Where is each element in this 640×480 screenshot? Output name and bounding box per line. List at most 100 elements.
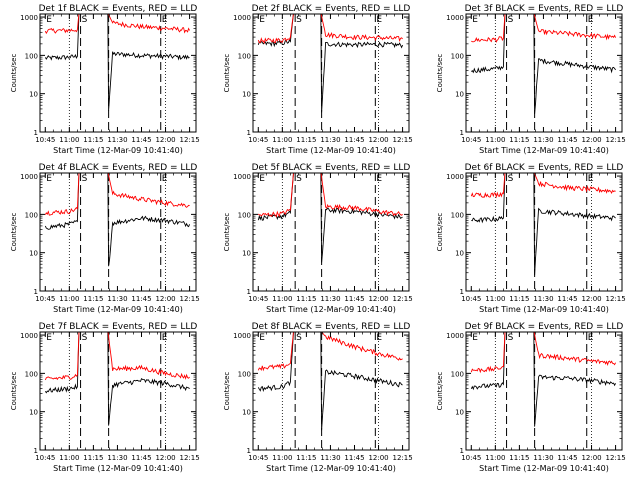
lld-series-line bbox=[44, 173, 190, 216]
plot-frame bbox=[39, 331, 197, 451]
x-tick-label: 12:15 bbox=[179, 136, 199, 144]
x-tick-label: 12:15 bbox=[179, 454, 199, 462]
events-series-line bbox=[470, 14, 616, 115]
y-tick-label: 1 bbox=[247, 447, 251, 455]
x-tick-label: 12:15 bbox=[605, 454, 625, 462]
y-tick-label: 1000 bbox=[233, 332, 251, 340]
plot-frame bbox=[252, 172, 410, 292]
y-axis-label: Counts/sec bbox=[10, 213, 18, 252]
x-tick-label: 11:45 bbox=[557, 454, 577, 462]
x-tick-label: 11:00 bbox=[59, 136, 79, 144]
y-tick-label: 100 bbox=[238, 211, 251, 219]
x-tick-label: 11:00 bbox=[272, 295, 292, 303]
x-axis-label: Start Time (12-Mar-09 10:41:40) bbox=[479, 146, 609, 155]
x-tick-label: 10:45 bbox=[35, 136, 55, 144]
x-tick-label: 11:30 bbox=[107, 295, 127, 303]
x-tick-label: 10:45 bbox=[35, 454, 55, 462]
chart-title: Det 8f BLACK = Events, RED = LLD bbox=[252, 322, 411, 332]
event-marker-label: E bbox=[588, 333, 594, 343]
y-tick-label: 1 bbox=[460, 447, 464, 455]
y-axis-label: Counts/sec bbox=[10, 54, 18, 93]
y-axis-label: Counts/sec bbox=[223, 54, 231, 93]
chart-title: Det 1f BLACK = Events, RED = LLD bbox=[39, 4, 198, 14]
y-tick-label: 1 bbox=[247, 129, 251, 137]
x-tick-label: 11:30 bbox=[107, 454, 127, 462]
x-tick-label: 11:15 bbox=[509, 454, 529, 462]
y-tick-label: 1 bbox=[460, 288, 464, 296]
y-tick-label: 10 bbox=[242, 250, 251, 258]
y-tick-label: 10 bbox=[242, 409, 251, 417]
x-axis-label: Start Time (12-Mar-09 10:41:40) bbox=[53, 146, 183, 155]
y-tick-label: 100 bbox=[451, 52, 464, 60]
x-tick-label: 12:15 bbox=[392, 295, 412, 303]
x-axis-label: Start Time (12-Mar-09 10:41:40) bbox=[53, 464, 183, 473]
y-tick-label: 10 bbox=[242, 91, 251, 99]
lld-series-line bbox=[44, 332, 190, 381]
y-tick-label: 100 bbox=[238, 52, 251, 60]
x-tick-label: 11:45 bbox=[344, 295, 364, 303]
lld-series-line bbox=[470, 332, 616, 374]
event-marker-label: E bbox=[259, 333, 265, 343]
event-marker-label: E bbox=[162, 174, 168, 184]
plot-frame bbox=[252, 13, 410, 133]
event-marker-label: E bbox=[46, 15, 52, 25]
event-marker-label: E bbox=[259, 174, 265, 184]
y-tick-label: 1000 bbox=[446, 173, 464, 181]
chart-panel-5: Det 5f BLACK = Events, RED = LLD Counts/s… bbox=[223, 163, 413, 314]
plot-frame bbox=[465, 172, 623, 292]
chart-panel-1: Det 1f BLACK = Events, RED = LLD Counts/s… bbox=[10, 4, 200, 155]
y-tick-label: 10 bbox=[455, 91, 464, 99]
y-tick-label: 100 bbox=[25, 211, 38, 219]
event-marker-label: E bbox=[472, 333, 478, 343]
event-marker-label: E bbox=[162, 333, 168, 343]
x-tick-label: 10:45 bbox=[35, 295, 55, 303]
x-tick-label: 10:45 bbox=[248, 136, 268, 144]
y-axis-label: Counts/sec bbox=[436, 372, 444, 411]
x-tick-label: 10:45 bbox=[248, 295, 268, 303]
x-tick-label: 11:30 bbox=[107, 136, 127, 144]
x-tick-label: 11:45 bbox=[557, 136, 577, 144]
y-tick-label: 100 bbox=[25, 370, 38, 378]
event-marker-label: S bbox=[296, 174, 302, 184]
x-tick-label: 12:00 bbox=[368, 295, 388, 303]
event-marker-label: E bbox=[376, 15, 382, 25]
y-tick-label: 1 bbox=[34, 288, 38, 296]
y-axis-label: Counts/sec bbox=[223, 213, 231, 252]
y-tick-label: 1000 bbox=[446, 332, 464, 340]
x-tick-label: 11:00 bbox=[272, 454, 292, 462]
event-marker-label: S bbox=[508, 15, 514, 25]
chart-panel-7: Det 7f BLACK = Events, RED = LLD Counts/s… bbox=[10, 322, 200, 473]
event-marker-label: S bbox=[82, 15, 88, 25]
y-tick-label: 1 bbox=[34, 447, 38, 455]
event-marker-label: E bbox=[46, 333, 52, 343]
y-tick-label: 100 bbox=[25, 52, 38, 60]
event-marker-label: S bbox=[296, 15, 302, 25]
y-tick-label: 10 bbox=[455, 250, 464, 258]
chart-panel-2: Det 2f BLACK = Events, RED = LLD Counts/s… bbox=[223, 4, 413, 155]
event-marker-label: E bbox=[376, 174, 382, 184]
x-tick-label: 12:15 bbox=[179, 295, 199, 303]
x-tick-label: 11:15 bbox=[509, 136, 529, 144]
x-tick-label: 12:15 bbox=[605, 136, 625, 144]
chart-panel-4: Det 4f BLACK = Events, RED = LLD Counts/s… bbox=[10, 163, 200, 314]
x-tick-label: 11:00 bbox=[485, 295, 505, 303]
events-series-line bbox=[257, 332, 403, 431]
x-tick-label: 11:45 bbox=[344, 454, 364, 462]
x-tick-label: 11:30 bbox=[533, 295, 553, 303]
chart-title: Det 6f BLACK = Events, RED = LLD bbox=[465, 163, 624, 173]
lld-series-line bbox=[44, 14, 190, 35]
y-axis-label: Counts/sec bbox=[436, 213, 444, 252]
x-tick-label: 11:45 bbox=[557, 295, 577, 303]
x-tick-label: 11:15 bbox=[296, 136, 316, 144]
x-axis-label: Start Time (12-Mar-09 10:41:40) bbox=[266, 305, 396, 314]
chart-panel-8: Det 8f BLACK = Events, RED = LLD Counts/s… bbox=[223, 322, 413, 473]
chart-title: Det 5f BLACK = Events, RED = LLD bbox=[252, 163, 411, 173]
y-tick-label: 1 bbox=[34, 129, 38, 137]
x-tick-label: 11:00 bbox=[59, 295, 79, 303]
chart-panel-6: Det 6f BLACK = Events, RED = LLD Counts/s… bbox=[436, 163, 626, 314]
plot-frame bbox=[39, 172, 197, 292]
x-tick-label: 10:45 bbox=[461, 454, 481, 462]
y-tick-label: 100 bbox=[451, 211, 464, 219]
y-tick-label: 10 bbox=[455, 409, 464, 417]
y-axis-label: Counts/sec bbox=[10, 372, 18, 411]
